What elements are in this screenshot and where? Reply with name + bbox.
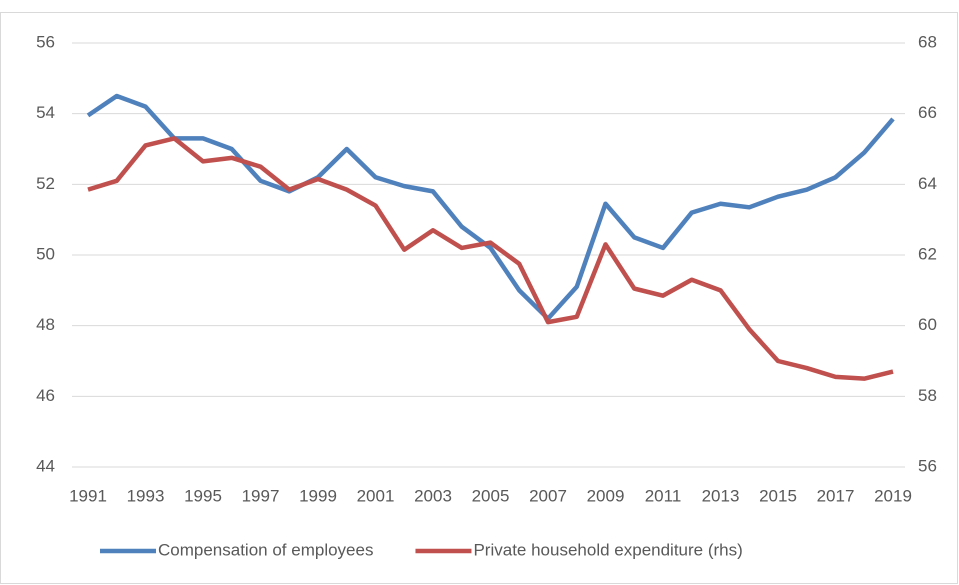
chart-frame: [0, 12, 958, 584]
legend-label: Private household expenditure (rhs): [473, 540, 742, 559]
series-line: [87, 136, 894, 381]
x-tick-label: 2019: [874, 486, 912, 505]
x-tick-label: 2011: [645, 486, 682, 505]
x-tick-label: 2003: [414, 486, 452, 505]
x-tick-label: 1999: [299, 486, 337, 505]
x-tick-label: 2013: [702, 486, 740, 505]
y2-tick-label: 64: [918, 174, 937, 193]
y-tick-label: 54: [36, 103, 55, 122]
y-tick-label: 48: [36, 315, 55, 334]
y2-tick-label: 56: [918, 456, 937, 475]
y2-tick-label: 66: [918, 103, 937, 122]
x-tick-label: 1997: [242, 486, 280, 505]
y2-tick-label: 60: [918, 315, 937, 334]
x-tick-label: 2001: [357, 486, 395, 505]
y2-tick-label: 68: [918, 32, 937, 51]
y2-tick-label: 58: [918, 386, 937, 405]
y2-tick-label: 62: [918, 244, 937, 263]
x-tick-label: 2009: [587, 486, 625, 505]
y-tick-label: 56: [36, 32, 55, 51]
x-tick-label: 1995: [184, 486, 222, 505]
x-tick-label: 2007: [529, 486, 567, 505]
x-tick-label: 1991: [69, 486, 107, 505]
y-tick-label: 52: [36, 174, 55, 193]
y-tick-label: 46: [36, 386, 55, 405]
x-tick-label: 2005: [472, 486, 510, 505]
series-line: [86, 93, 895, 321]
y-tick-label: 44: [36, 456, 55, 475]
x-tick-label: 2015: [759, 486, 797, 505]
x-tick-label: 1993: [127, 486, 165, 505]
legend-label: Compensation of employees: [158, 540, 373, 559]
y-tick-label: 50: [36, 244, 55, 263]
x-tick-label: 2017: [817, 486, 855, 505]
